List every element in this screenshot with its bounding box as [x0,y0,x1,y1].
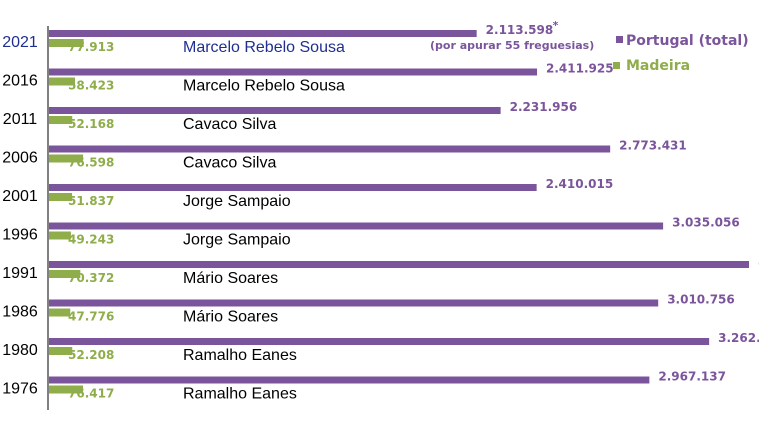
candidate-name: Ramalho Eanes [183,386,297,403]
data-label-portugal: 2.113.598 [486,23,554,37]
data-label-portugal: 2.410.015 [546,177,614,191]
data-label-portugal: 2.773.431 [619,139,687,153]
annotation-text: (por apurar 55 freguesias) [430,39,594,52]
annotation-mark: * [553,19,559,32]
legend: Portugal (total) Madeira [613,33,749,74]
category-label: 2021 [2,34,38,51]
bar-madeira [49,77,76,86]
bar-portugal [49,338,710,345]
candidate-name: Jorge Sampaio [183,193,291,210]
legend-swatch-portugal [616,36,623,43]
candidate-name: Marcelo Rebelo Sousa [183,39,345,56]
category-label: 1996 [2,227,38,244]
data-label-madeira: 70.372 [68,271,114,285]
data-label-madeira: 52.208 [68,348,114,362]
bar-madeira [49,308,71,317]
data-label-madeira: 58.423 [68,79,114,93]
category-label: 1991 [2,265,38,282]
bar-portugal [49,145,611,153]
data-label-portugal: 2.231.956 [510,100,578,114]
chart-rows: 2021 2.113.598 77.913 Marcelo Rebelo Sousa *… [2,19,759,403]
category-label: 1986 [2,304,38,321]
bar-madeira [49,193,73,201]
legend-label-portugal: Portugal (total) [626,33,749,49]
data-label-madeira: 76.598 [68,156,114,170]
legend-label-madeira: Madeira [626,58,690,74]
bar-madeira [49,347,73,355]
bar-portugal [49,68,538,76]
category-label: 2006 [2,150,38,167]
category-label: 1976 [2,381,38,398]
bar-portugal [49,30,477,37]
data-label-portugal: 3.010.756 [667,293,735,307]
bar-portugal [49,261,749,268]
bar-madeira [49,116,73,124]
bar-madeira [49,154,84,163]
data-label-madeira: 76.417 [68,387,114,401]
data-label-portugal: 3.035.056 [672,216,740,230]
bar-portugal [49,107,501,114]
candidate-name: Mário Soares [183,270,278,287]
data-label-portugal: 2.967.137 [658,370,726,384]
data-label-madeira: 77.913 [68,40,114,54]
data-label-portugal: 2.411.925 [546,62,614,76]
category-label: 2016 [2,73,38,90]
bar-portugal [49,184,537,191]
category-label: 1980 [2,342,38,359]
data-label-madeira: 52.168 [68,117,114,131]
data-label-madeira: 49.243 [68,233,114,247]
bar-portugal [49,222,664,230]
candidate-name: Cavaco Silva [183,155,276,172]
data-label-madeira: 51.837 [68,194,114,208]
bar-madeira [49,385,84,394]
candidate-name: Cavaco Silva [183,116,276,133]
category-label: 2011 [3,111,38,128]
candidate-name: Ramalho Eanes [183,347,297,364]
data-label-portugal: 3.262.520 [718,331,759,345]
data-label-madeira: 47.776 [68,310,114,324]
bar-madeira [49,231,71,240]
bar-portugal [49,376,650,384]
category-label: 2001 [2,188,38,205]
legend-swatch-madeira [613,62,620,69]
candidate-name: Marcelo Rebelo Sousa [183,78,345,95]
bar-portugal [49,299,659,307]
bar-madeira [49,270,81,278]
candidate-name: Mário Soares [183,309,278,326]
candidate-name: Jorge Sampaio [183,232,291,249]
bar-madeira [49,39,84,47]
